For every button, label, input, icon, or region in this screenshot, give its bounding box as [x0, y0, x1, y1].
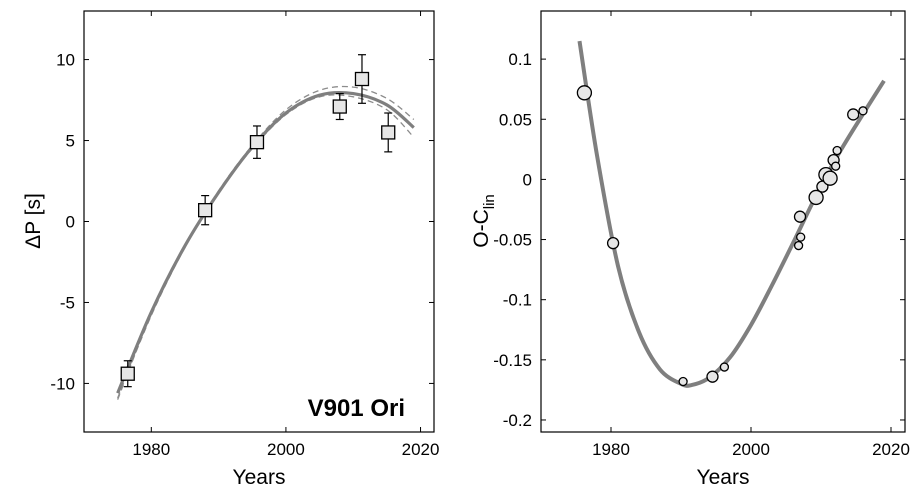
left-data-point	[120, 366, 135, 381]
left-x-axis-label: Years	[233, 466, 286, 489]
right-data-point	[793, 240, 804, 251]
right-panel: 1980 2000 2020 0.1 0.05 0 -0.05 -0.1 -0.15 -0.2 Y…	[470, 10, 910, 489]
right-y-axis-label: O-Clin	[470, 194, 498, 248]
right-data-point	[831, 161, 841, 171]
left-x-tick-label: 1980	[132, 440, 170, 459]
right-data-point	[796, 232, 806, 242]
right-y-tick-label: 0.05	[499, 110, 532, 129]
right-y-tick-label: 0.1	[508, 50, 532, 69]
right-data-point	[606, 237, 620, 250]
right-y-axis-label-main: O-C	[470, 209, 493, 248]
left-x-tick-label: 2000	[267, 440, 305, 459]
left-y-axis-label: ΔP [s]	[22, 193, 45, 249]
left-y-tick-label: -5	[60, 293, 75, 312]
right-y-tick-label: -0.1	[503, 291, 532, 310]
left-y-tick-label: 5	[66, 132, 75, 151]
right-data-point	[822, 170, 838, 186]
right-y-tick-label: -0.05	[493, 231, 532, 250]
right-data-point	[719, 362, 730, 372]
left-y-tick-label: 0	[66, 213, 75, 232]
right-y-axis-label-subscript: lin	[481, 194, 498, 209]
star-name-annotation: V901 Ori	[308, 395, 405, 422]
left-data-point	[381, 125, 396, 140]
left-panel: 1980 2000 2020 -10 -5 0 5 10 V901 Ori Years ΔP …	[22, 10, 439, 489]
right-data-point	[847, 108, 860, 121]
left-data-point	[249, 135, 265, 150]
right-data-point	[808, 189, 824, 206]
right-x-tick-label: 2020	[872, 440, 910, 459]
left-x-tick-label: 2020	[402, 440, 440, 459]
right-plot-frame	[540, 10, 906, 433]
right-data-point	[832, 145, 842, 156]
right-ticks: 1980 2000 2020 0.1 0.05 0 -0.05 -0.1 -0.15 -0.2	[493, 11, 910, 459]
right-data-point	[858, 106, 868, 116]
right-data-points	[576, 85, 868, 387]
left-data-point	[354, 71, 370, 87]
right-y-tick-label: 0	[523, 170, 532, 189]
left-y-tick-label: 10	[56, 51, 75, 70]
left-data-point	[332, 99, 347, 114]
right-x-axis-label: Years	[697, 466, 750, 489]
right-x-tick-label: 2000	[732, 440, 770, 459]
left-ticks: 1980 2000 2020 -10 -5 0 5 10	[50, 11, 439, 459]
right-data-point	[678, 376, 688, 387]
right-data-point	[706, 370, 719, 383]
left-data-points	[120, 54, 396, 388]
left-plot-frame	[83, 10, 435, 433]
left-data-point	[198, 203, 213, 218]
right-data-point	[576, 85, 593, 101]
left-y-tick-label: -10	[50, 374, 75, 393]
right-y-tick-label: -0.2	[503, 411, 532, 430]
right-y-tick-label: -0.15	[493, 351, 532, 370]
right-data-point	[793, 210, 807, 223]
right-x-tick-label: 1980	[592, 440, 630, 459]
